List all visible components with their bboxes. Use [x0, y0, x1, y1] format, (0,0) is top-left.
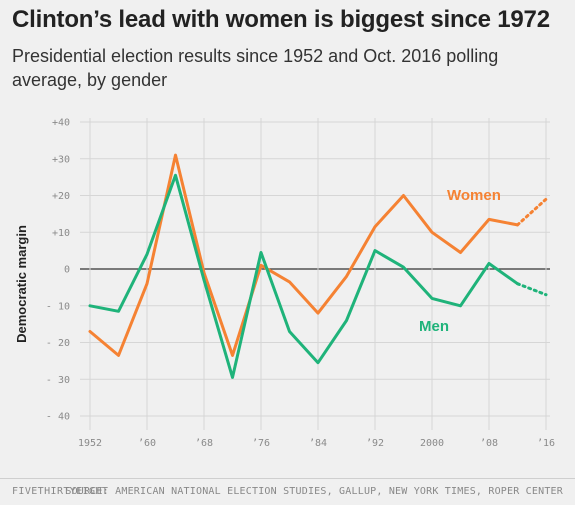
y-tick-labels: +40 +30 +20 +10 0 - 10 - 20 - 30 - 40	[46, 118, 70, 423]
x-tick-label: ’68	[195, 438, 213, 449]
y-tick-label: - 30	[46, 375, 70, 386]
y-tick-label: 0	[64, 265, 70, 276]
x-tick-label: 1952	[78, 438, 102, 449]
y-tick-label: - 40	[46, 412, 70, 423]
chart-title: Clinton’s lead with women is biggest sin…	[12, 6, 550, 33]
footer: FIVETHIRTYEIGHT SOURCE: AMERICAN NATIONA…	[0, 478, 575, 505]
series-line-men	[88, 173, 519, 379]
x-tick-label: 2000	[420, 438, 444, 449]
series-line-women	[88, 153, 519, 357]
chart-subtitle: Presidential election results since 1952…	[12, 46, 499, 90]
chart-grid	[80, 118, 550, 430]
x-tick-label: ’60	[138, 438, 156, 449]
x-tick-label: ’76	[252, 438, 270, 449]
y-tick-label: +30	[52, 154, 70, 165]
y-tick-label: +20	[52, 191, 70, 202]
series-label-men: Men	[419, 318, 449, 335]
series-projection-women	[516, 197, 548, 227]
line-chart: +40 +30 +20 +10 0 - 10 - 20 - 30 - 40 1952 ’60 ’68…	[14, 118, 555, 450]
series-lines	[88, 153, 548, 379]
source-label: SOURCE: AMERICAN NATIONAL ELECTION STUDI…	[65, 486, 563, 497]
brand-label: FIVETHIRTYEIGHT	[12, 486, 109, 497]
x-tick-label: ’08	[480, 438, 498, 449]
y-axis-label: Democratic margin	[14, 225, 29, 343]
series-projection-men	[516, 282, 548, 297]
y-tick-label: - 20	[46, 338, 70, 349]
y-tick-label: +40	[52, 118, 70, 129]
series-label-women: Women	[447, 187, 501, 204]
x-tick-labels: 1952 ’60 ’68 ’76 ’84 ’92 2000 ’08 ’16	[78, 438, 555, 449]
y-tick-label: +10	[52, 228, 70, 239]
y-tick-label: - 10	[46, 301, 70, 312]
x-tick-label: ’92	[366, 438, 384, 449]
x-tick-label: ’84	[309, 438, 327, 449]
x-tick-label: ’16	[537, 438, 555, 449]
